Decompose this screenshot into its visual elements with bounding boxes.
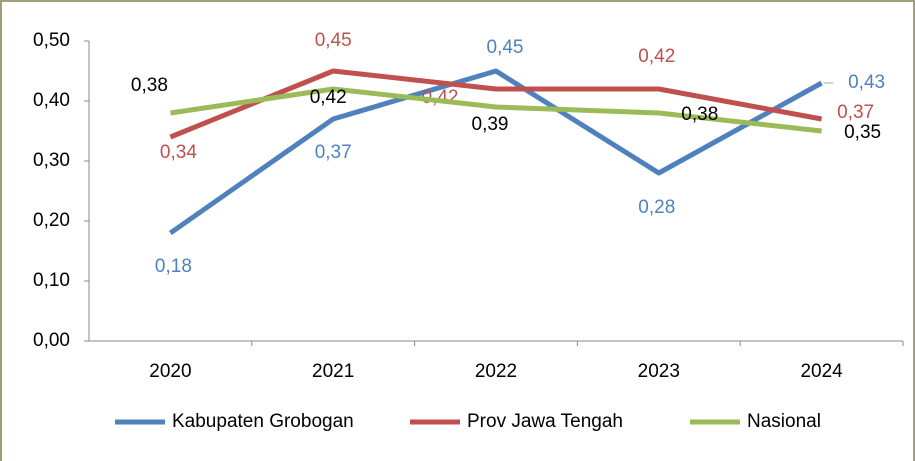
- y-tick-label: 0,50: [33, 30, 70, 51]
- x-tick-label: 2022: [475, 361, 517, 382]
- data-label: 0,18: [155, 256, 192, 277]
- data-label: 0,42: [638, 46, 675, 67]
- data-label: 0,45: [315, 30, 352, 51]
- data-label: 0,43: [848, 72, 885, 93]
- series-line: [169, 68, 823, 140]
- y-tick-label: 0,10: [33, 270, 70, 291]
- data-label: 0,45: [487, 37, 524, 58]
- y-tick-label: 0,30: [33, 150, 70, 171]
- x-tick-label: 2020: [149, 361, 191, 382]
- legend-label: Nasional: [747, 411, 821, 432]
- series-line: [170, 86, 822, 134]
- data-label: 0,37: [315, 142, 352, 163]
- data-label: 0,37: [837, 102, 874, 123]
- legend-label: Kabupaten Grobogan: [172, 411, 354, 432]
- series-line: [168, 68, 823, 236]
- data-label: 0,39: [472, 114, 509, 135]
- legend-label: Prov Jawa Tengah: [467, 411, 623, 432]
- x-tick-label: 2023: [638, 361, 680, 382]
- data-label: 0,35: [844, 122, 881, 143]
- y-tick-label: 0,40: [33, 90, 70, 111]
- data-label: 0,28: [638, 197, 675, 218]
- y-tick-label: 0,20: [33, 210, 70, 231]
- data-label: 0,38: [681, 104, 718, 125]
- data-label: 0,38: [131, 75, 168, 96]
- data-label: 0,42: [310, 87, 347, 108]
- data-label: 0,34: [160, 142, 197, 163]
- x-tick-label: 2021: [312, 361, 354, 382]
- x-tick-label: 2024: [800, 361, 843, 382]
- y-tick-label: 0,00: [33, 330, 70, 351]
